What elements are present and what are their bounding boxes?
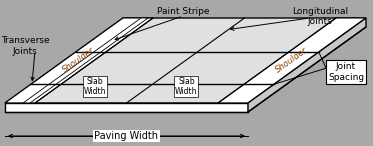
Polygon shape bbox=[248, 18, 366, 112]
Polygon shape bbox=[218, 18, 366, 103]
Text: Joint
Spacing: Joint Spacing bbox=[328, 62, 364, 82]
Text: Paint Stripe: Paint Stripe bbox=[157, 7, 209, 16]
Polygon shape bbox=[5, 103, 248, 112]
Text: Shoulder: Shoulder bbox=[61, 46, 97, 75]
Text: Transverse
Joints: Transverse Joints bbox=[1, 36, 49, 56]
Text: Paving Width: Paving Width bbox=[94, 131, 159, 141]
Text: Longitudinal
Joints: Longitudinal Joints bbox=[292, 7, 348, 26]
Polygon shape bbox=[5, 18, 153, 103]
Text: Slab
Width: Slab Width bbox=[175, 77, 198, 97]
Polygon shape bbox=[5, 18, 366, 103]
Text: Shoulder: Shoulder bbox=[274, 46, 310, 75]
Polygon shape bbox=[23, 18, 148, 103]
Text: Slab
Width: Slab Width bbox=[84, 77, 106, 97]
